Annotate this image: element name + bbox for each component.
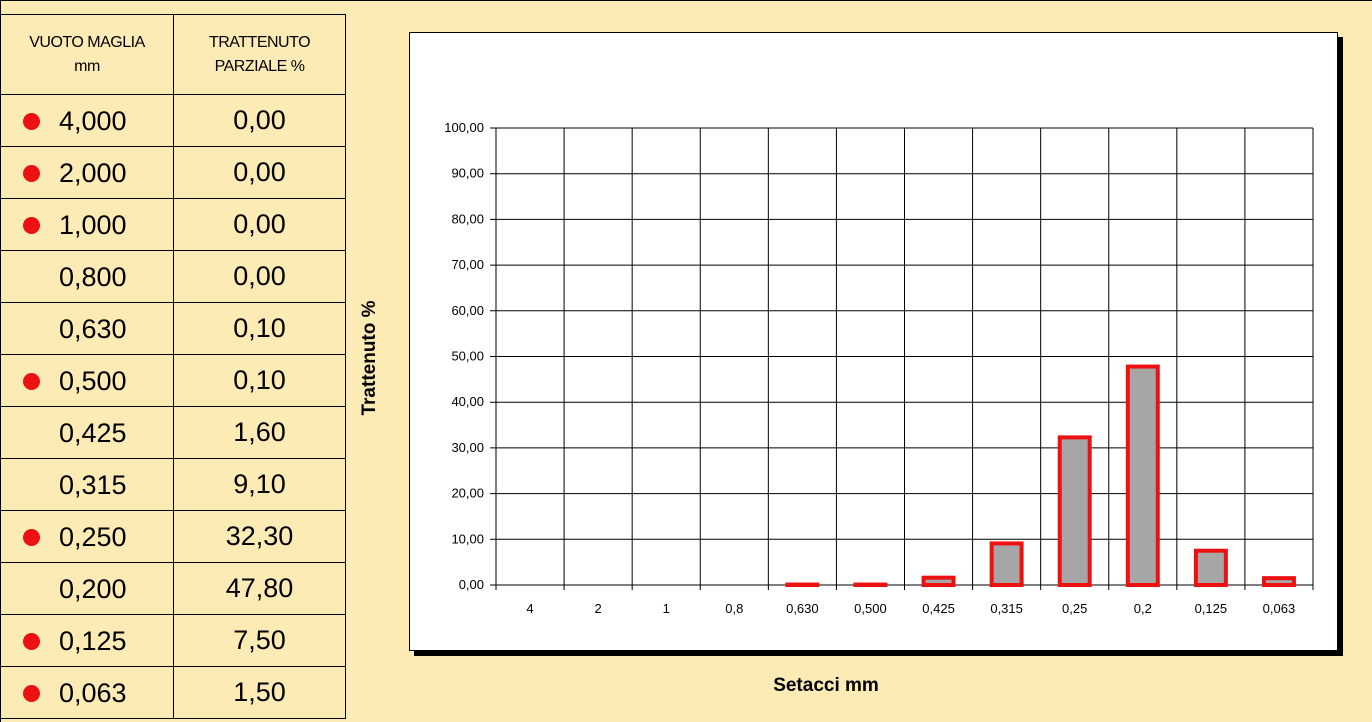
header-sieve-opening: VUOTO MAGLIA mm [0,14,174,95]
sieve-opening-cell: 0,500 [0,354,174,407]
y-tick-label: 60,00 [451,303,484,318]
sieve-opening-cell: 0,125 [0,614,174,667]
table-row: 0,315 9,10 [0,458,346,511]
sieve-opening-value: 4,000 [59,106,127,136]
y-axis-title: Trattenuto % [359,300,380,416]
retained-value: 0,00 [173,250,346,303]
x-tick-label: 0,063 [1263,601,1296,616]
sieve-opening-value: 0,500 [59,366,127,396]
x-tick-label: 0,630 [786,601,819,616]
retained-value: 32,30 [173,510,346,563]
red-dot-icon [23,633,40,650]
retained-value: 47,80 [173,562,346,615]
retained-value: 1,60 [173,406,346,459]
red-dot-icon [23,113,40,130]
sieve-opening-cell: 0,063 [0,666,174,719]
sieve-opening-value: 0,800 [59,262,127,292]
sieve-table: VUOTO MAGLIA mm TRATTENUTO PARZIALE % 4,… [0,14,346,719]
table-row: 0,500 0,10 [0,354,346,407]
sieve-opening-value: 2,000 [59,158,127,188]
sieve-opening-value: 0,250 [59,522,127,552]
x-tick-label: 4 [526,601,533,616]
sieve-opening-cell: 0,315 [0,458,174,511]
table-row: 4,000 0,00 [0,94,346,147]
retained-value: 0,10 [173,354,346,407]
bar [921,575,956,587]
y-tick-label: 10,00 [451,531,484,546]
y-tick-label: 20,00 [451,486,484,501]
bar [1193,548,1228,587]
x-tick-label: 2 [595,601,602,616]
x-tick-label: 0,125 [1195,601,1228,616]
sieve-opening-cell: 0,425 [0,406,174,459]
sieve-opening-value: 1,000 [59,210,127,240]
bar [1125,364,1160,587]
sieve-opening-cell: 0,250 [0,510,174,563]
bar [989,541,1024,587]
x-tick-label: 0,425 [922,601,955,616]
x-tick-label: 0,2 [1134,601,1152,616]
retained-value: 0,10 [173,302,346,355]
retained-value: 0,00 [173,198,346,251]
y-tick-label: 50,00 [451,349,484,364]
red-dot-icon [23,529,40,546]
bar [1261,576,1296,588]
y-tick-label: 100,00 [444,120,484,135]
table-row: 2,000 0,00 [0,146,346,199]
chart-area: 0,00 10,00 20,00 30,00 40,00 50,00 60,00 70,00 8… [409,32,1338,651]
sieve-opening-cell: 1,000 [0,198,174,251]
x-tick-label: 0,315 [990,601,1023,616]
table-row: 0,200 47,80 [0,562,346,615]
sieve-opening-value: 0,125 [59,626,127,656]
retained-value: 0,00 [173,146,346,199]
sieve-opening-value: 0,200 [59,574,127,604]
sieve-opening-value: 0,425 [59,418,127,448]
y-tick-label: 0,00 [459,577,484,592]
red-dot-icon [23,217,40,234]
table-row: 0,425 1,60 [0,406,346,459]
table-header-row: VUOTO MAGLIA mm TRATTENUTO PARZIALE % [0,14,346,95]
sieve-opening-value: 0,315 [59,470,127,500]
sieve-opening-cell: 0,800 [0,250,174,303]
x-tick-label: 1 [663,601,670,616]
sieve-opening-cell: 4,000 [0,94,174,147]
retained-value: 0,00 [173,94,346,147]
header-retained-partial: TRATTENUTO PARZIALE % [173,14,346,95]
table-row: 0,800 0,00 [0,250,346,303]
retained-value: 1,50 [173,666,346,719]
table-row: 1,000 0,00 [0,198,346,251]
x-tick-label: 0,25 [1062,601,1087,616]
red-dot-icon [23,685,40,702]
sieve-opening-cell: 2,000 [0,146,174,199]
x-tick-label: 0,8 [725,601,743,616]
sieve-opening-cell: 0,200 [0,562,174,615]
table-row: 0,125 7,50 [0,614,346,667]
sieve-opening-value: 0,630 [59,314,127,344]
x-tick-label: 0,500 [854,601,887,616]
bar [1057,435,1092,587]
retained-value: 9,10 [173,458,346,511]
bar-chart: 0,00 10,00 20,00 30,00 40,00 50,00 60,00 70,00 8… [444,120,1314,616]
y-tick-label: 80,00 [451,211,484,226]
y-tick-label: 40,00 [451,394,484,409]
y-tick-label: 90,00 [451,166,484,181]
x-axis-title: Setacci mm [773,675,879,696]
sieve-opening-value: 0,063 [59,678,127,708]
retained-value: 7,50 [173,614,346,667]
table-row: 0,063 1,50 [0,666,346,719]
y-tick-label: 30,00 [451,440,484,455]
table-row: 0,250 32,30 [0,510,346,563]
table-body: 4,000 0,00 2,000 0,00 1,000 0,00 0,800 0,00 0,63… [0,94,346,719]
red-dot-icon [23,373,40,390]
sieve-opening-cell: 0,630 [0,302,174,355]
table-row: 0,630 0,10 [0,302,346,355]
red-dot-icon [23,165,40,182]
y-tick-label: 70,00 [451,257,484,272]
